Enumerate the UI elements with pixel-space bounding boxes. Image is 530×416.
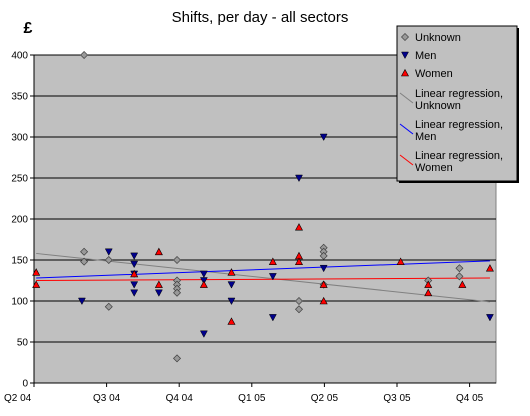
data-point-men [130,281,139,289]
x-tick-label: Q4 05 [456,393,484,404]
data-point-women [424,280,433,288]
data-point-men [154,289,163,297]
legend-entry-label: Men [415,131,436,143]
data-point-women [319,280,328,288]
data-point-women [424,288,433,297]
y-tick-label: 150 [11,256,28,267]
data-point-women [294,223,303,231]
data-point-unknown [80,51,89,59]
data-point-women [294,257,303,265]
chart-title: Shifts, per day - all sectors [172,9,349,26]
y-tick-label: 350 [11,92,28,103]
data-point-women [396,257,405,265]
data-point-women [32,280,41,288]
data-point-unknown [80,247,89,256]
data-point-unknown [173,256,182,264]
data-point-men [199,270,208,278]
legend-marker [400,68,410,77]
data-point-men [319,264,328,273]
data-point-men [486,314,494,322]
data-point-women [130,269,139,278]
data-point-women [154,247,163,256]
data-point-men [227,297,236,306]
data-point-unknown [104,256,113,264]
legend-entry-label: Men [415,50,436,62]
data-point-unknown [80,257,89,266]
data-point-men [319,133,328,142]
y-tick-label: 250 [11,174,28,185]
y-tick-label: 400 [11,51,28,62]
data-point-men [77,297,86,306]
x-tick-label: Q2 04 [4,393,32,404]
data-point-men [130,289,139,297]
data-point-unknown [455,272,464,281]
y-tick-label: 50 [17,338,29,349]
data-point-unknown [319,251,328,260]
x-tick-label: Q3 05 [383,393,411,404]
legend-box [396,25,518,182]
data-point-unknown [173,354,182,363]
data-point-unknown [294,305,303,314]
data-point-women [154,280,163,288]
data-point-men [199,330,208,338]
data-point-men [130,260,139,269]
data-point-women [227,268,236,276]
data-point-women [32,268,41,276]
data-point-men [268,314,277,322]
y-tick-label: 100 [11,297,28,308]
data-point-men [227,281,236,289]
x-tick-label: Q1 05 [238,393,266,404]
data-point-men [295,174,303,183]
data-point-women [268,257,277,265]
y-tick-label: 300 [11,133,28,144]
data-point-women [227,317,236,325]
data-point-women [485,264,494,272]
legend-line-swatch [399,154,414,166]
legend-marker [401,51,409,60]
legend-entry-label: Linear regression, [415,88,503,100]
legend-entry-label: Linear regression, [415,150,503,162]
regression-line [36,252,490,303]
data-point-unknown [294,297,303,305]
y-tick-label: 200 [11,215,28,226]
legend-entry-label: Unknown [415,32,461,44]
legend-line-swatch [399,92,414,104]
x-tick-label: Q3 04 [93,393,121,404]
legend-entry-label: Women [415,68,453,80]
data-point-unknown [173,288,182,297]
data-point-women [319,296,328,305]
data-point-men [130,252,139,260]
data-point-men [268,273,277,281]
legend-entry-label: Linear regression, [415,119,503,131]
y-axis-label: £ [24,20,33,37]
data-point-men [104,248,113,256]
data-point-unknown [104,302,113,311]
y-tick-label: 0 [22,379,28,390]
x-tick-label: Q2 05 [311,393,339,404]
legend-entry-label: Women [415,162,453,174]
regression-line [36,260,490,279]
regression-line [36,277,490,281]
legend-line-swatch [399,123,414,135]
data-point-women [458,280,467,288]
x-tick-label: Q4 04 [166,393,194,404]
legend-entry-label: Unknown [415,100,461,112]
data-point-women [199,280,208,288]
data-point-unknown [455,264,464,273]
legend-marker [401,33,409,41]
